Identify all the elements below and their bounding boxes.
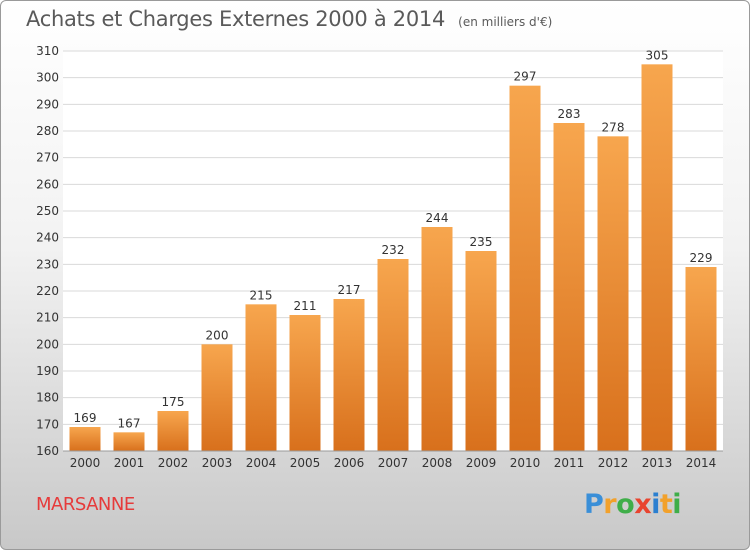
data-label: 215	[250, 288, 273, 302]
y-tick-label: 240	[36, 231, 59, 245]
bar-2002	[157, 411, 189, 451]
y-tick-label: 290	[36, 97, 59, 111]
x-tick-labels: 2000 2001 2002 2003 2004 2005 2006 2007 2008 2009…	[70, 456, 717, 470]
data-label: 244	[426, 211, 449, 225]
data-label: 283	[558, 107, 581, 121]
y-tick-label: 310	[36, 44, 59, 58]
x-tick-label: 2000	[70, 456, 101, 470]
x-tick-label: 2003	[202, 456, 233, 470]
chart-title: Achats et Charges Externes 2000 à 2014	[26, 7, 446, 31]
x-tick-label: 2004	[246, 456, 277, 470]
data-label: 211	[294, 299, 317, 313]
y-tick-label: 300	[36, 71, 59, 85]
y-tick-labels: 160 170 180 190 200 210 220 230 240 250 260 270 280 2…	[36, 44, 59, 458]
bar-2006	[333, 299, 365, 451]
bar-2004	[245, 304, 277, 451]
y-tick-label: 180	[36, 391, 59, 405]
data-label: 278	[602, 120, 625, 134]
y-tick-label: 160	[36, 444, 59, 458]
bar-2003	[201, 344, 233, 451]
bar-2007	[377, 259, 409, 451]
chart-unit: (en milliers d'€)	[458, 15, 553, 29]
x-tick-label: 2001	[114, 456, 145, 470]
bar-2010	[509, 85, 541, 452]
x-tick-label: 2011	[554, 456, 585, 470]
proxiti-logo: Proxiti	[584, 489, 682, 520]
y-tick-label: 210	[36, 311, 59, 325]
logo-letter: t	[659, 489, 673, 520]
bar-2008	[421, 227, 453, 451]
bar-2005	[289, 315, 321, 451]
y-tick-label: 270	[36, 151, 59, 165]
logo-letter: i	[672, 489, 682, 520]
data-label: 200	[206, 328, 229, 342]
y-tick-label: 190	[36, 364, 59, 378]
y-tick-label: 280	[36, 124, 59, 138]
x-tick-label: 2008	[422, 456, 453, 470]
x-tick-label: 2006	[334, 456, 365, 470]
x-tick-label: 2005	[290, 456, 321, 470]
y-tick-label: 170	[36, 417, 59, 431]
y-tick-label: 200	[36, 337, 59, 351]
x-tick-label: 2013	[642, 456, 673, 470]
data-label: 235	[470, 235, 493, 249]
x-tick-label: 2002	[158, 456, 189, 470]
bar-2011	[553, 123, 585, 451]
bar-2014	[685, 267, 717, 451]
y-tick-label: 230	[36, 257, 59, 271]
data-label: 167	[118, 416, 141, 430]
y-tick-label: 260	[36, 177, 59, 191]
bar-2009	[465, 251, 497, 451]
commune-name: MARSANNE	[36, 494, 135, 515]
bars	[69, 64, 717, 452]
logo-letter: r	[603, 489, 617, 520]
x-tick-label: 2009	[466, 456, 497, 470]
data-label: 217	[338, 283, 361, 297]
x-tick-label: 2012	[598, 456, 629, 470]
title-row: Achats et Charges Externes 2000 à 2014 (…	[26, 7, 552, 31]
data-label: 229	[690, 251, 713, 265]
y-tick-label: 220	[36, 284, 59, 298]
x-tick-label: 2010	[510, 456, 541, 470]
logo-letter: x	[634, 489, 652, 520]
bar-2013	[641, 64, 673, 452]
data-label: 169	[74, 411, 97, 425]
data-label: 175	[162, 395, 185, 409]
bar-2012	[597, 136, 629, 452]
bar-2000	[69, 427, 101, 451]
data-label: 305	[646, 48, 669, 62]
logo-letter: o	[616, 489, 635, 520]
data-label: 232	[382, 243, 405, 257]
data-label: 297	[514, 70, 537, 84]
data-labels: 169 167 175 200 215 211 217 232 244 235 297 283 278 3…	[74, 48, 713, 430]
bar-2001	[113, 432, 145, 451]
y-tick-label: 250	[36, 204, 59, 218]
x-tick-label: 2007	[378, 456, 409, 470]
logo-letter: P	[584, 489, 604, 520]
x-tick-label: 2014	[686, 456, 717, 470]
logo-letter: i	[651, 489, 660, 520]
